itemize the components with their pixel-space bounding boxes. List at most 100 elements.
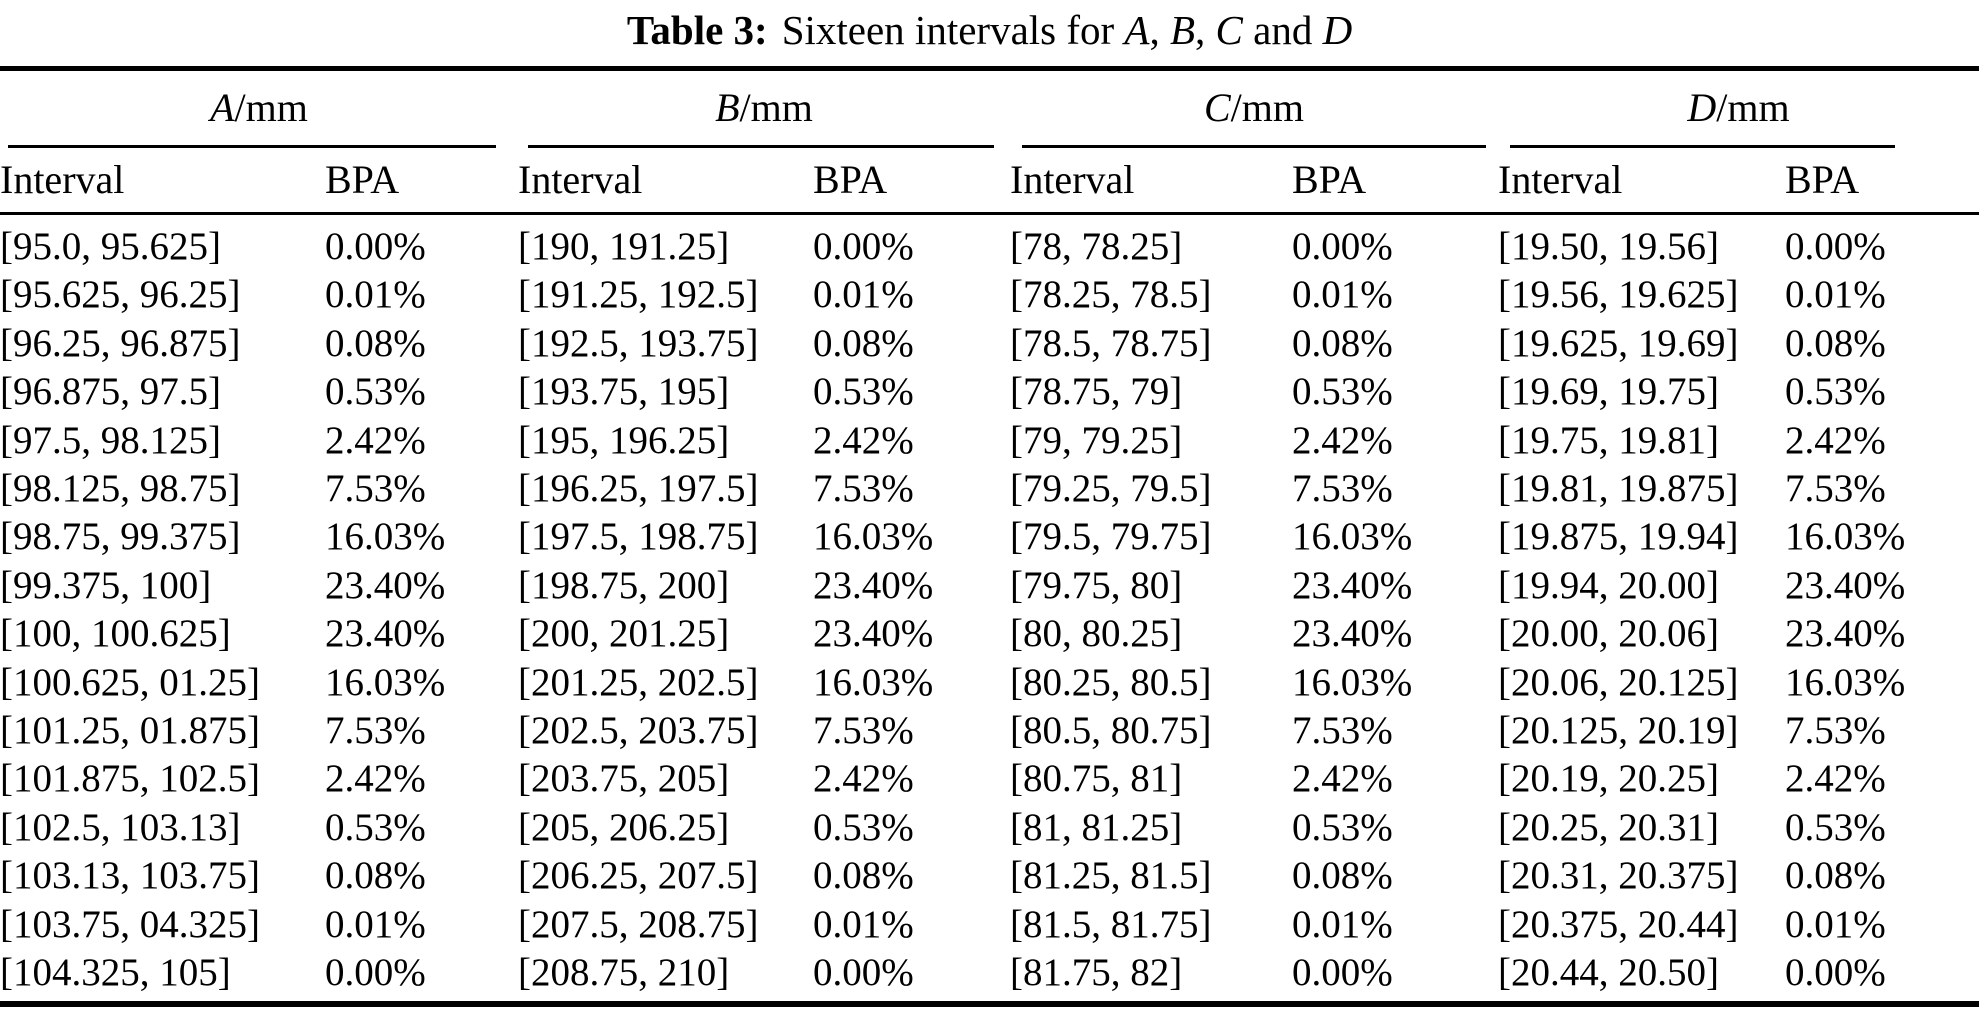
group-unit-d: /mm <box>1716 85 1790 130</box>
bpa-cell: 0.08% <box>1292 321 1393 365</box>
bpa-cell: 0.08% <box>1785 854 1886 898</box>
bpa-cell: 2.42% <box>1785 757 1886 801</box>
bpa-cell: 0.53% <box>813 370 914 414</box>
interval-cell: [20.44, 20.50] <box>1498 951 1719 995</box>
interval-cell: [20.375, 20.44] <box>1498 902 1739 946</box>
col-header-bpa-c: BPA <box>1292 157 1367 202</box>
interval-cell: [97.5, 98.125] <box>0 418 221 462</box>
col-header-interval-c: Interval <box>1010 157 1135 202</box>
group-label-c: C/mm <box>1010 85 1498 131</box>
bpa-cell: 16.03% <box>325 660 446 704</box>
interval-cell: [20.19, 20.25] <box>1498 757 1719 801</box>
group-unit-c: /mm <box>1230 85 1305 130</box>
group-rule-b <box>528 145 994 148</box>
bpa-cell: 2.42% <box>813 757 914 801</box>
interval-cell: [81.75, 82] <box>1010 951 1183 995</box>
interval-cell: [81.5, 81.75] <box>1010 902 1212 946</box>
interval-cell: [195, 196.25] <box>518 418 730 462</box>
interval-cell: [79.25, 79.5] <box>1010 467 1212 511</box>
interval-cell: [95.625, 96.25] <box>0 273 241 317</box>
bpa-cell: 23.40% <box>1785 563 1906 607</box>
bpa-cell: 23.40% <box>325 563 446 607</box>
interval-cell: [197.5, 198.75] <box>518 515 759 559</box>
bpa-cell: 7.53% <box>813 709 914 753</box>
interval-cell: [19.56, 19.625] <box>1498 273 1739 317</box>
interval-cell: [190, 191.25] <box>518 225 730 268</box>
caption-text: Sixteen intervals for <box>781 7 1125 53</box>
col-header-bpa-a: BPA <box>325 157 400 202</box>
bpa-cell: 0.00% <box>1292 225 1393 268</box>
interval-cell: [20.06, 20.125] <box>1498 660 1739 704</box>
interval-cell: [19.625, 19.69] <box>1498 321 1739 365</box>
interval-cell: [20.31, 20.375] <box>1498 854 1739 898</box>
bpa-cell: 7.53% <box>1292 709 1393 753</box>
bpa-cell: 0.00% <box>1292 951 1393 995</box>
bpa-cell: 0.53% <box>1292 370 1393 414</box>
group-letter-c: C <box>1203 85 1231 130</box>
interval-cell: [99.375, 100] <box>0 563 212 607</box>
bpa-cell: 16.03% <box>813 515 934 559</box>
bpa-cell: 2.42% <box>325 418 426 462</box>
caption-var-b: B <box>1169 7 1196 53</box>
col-header-bpa-d: BPA <box>1785 157 1860 202</box>
intervals-table: A/mm B/mm C/mm D/mm Interval BPA Interva… <box>0 71 1979 998</box>
bpa-cell: 2.42% <box>813 418 914 462</box>
caption-var-c: C <box>1215 7 1243 53</box>
interval-cell: [207.5, 208.75] <box>518 902 759 946</box>
bpa-cell: 2.42% <box>325 757 426 801</box>
caption-sep-2: , <box>1195 7 1216 53</box>
interval-cell: [19.875, 19.94] <box>1498 515 1739 559</box>
caption-sep-3: and <box>1242 7 1323 53</box>
interval-cell: [19.75, 19.81] <box>1498 418 1719 462</box>
table-caption: Table 3: Sixteen intervals for A, B, C an… <box>0 0 1979 66</box>
interval-cell: [19.94, 20.00] <box>1498 563 1719 607</box>
bpa-cell: 0.01% <box>813 902 914 946</box>
interval-cell: [79, 79.25] <box>1010 418 1183 462</box>
interval-cell: [103.13, 103.75] <box>0 854 260 898</box>
interval-cell: [78, 78.25] <box>1010 225 1183 268</box>
group-rule-a <box>8 145 496 148</box>
bpa-cell: 23.40% <box>325 612 446 656</box>
bpa-cell: 0.00% <box>1785 225 1886 268</box>
bpa-cell: 0.08% <box>325 854 426 898</box>
interval-cell: [19.81, 19.875] <box>1498 467 1739 511</box>
table-top-rule <box>0 66 1979 71</box>
caption-var-a: A <box>1124 7 1150 53</box>
interval-cell: [96.875, 97.5] <box>0 370 221 414</box>
group-letter-b: B <box>715 85 740 130</box>
bpa-cell: 0.00% <box>813 951 914 995</box>
bpa-cell: 7.53% <box>1785 467 1886 511</box>
interval-cell: [95.0, 95.625] <box>0 225 221 268</box>
bpa-cell: 0.08% <box>813 321 914 365</box>
group-unit-a: /mm <box>234 85 308 130</box>
bpa-cell: 0.01% <box>325 902 426 946</box>
bpa-cell: 0.53% <box>325 805 426 849</box>
interval-cell: [192.5, 193.75] <box>518 321 759 365</box>
group-unit-b: /mm <box>739 85 813 130</box>
interval-cell: [193.75, 195] <box>518 370 730 414</box>
interval-cell: [96.25, 96.875] <box>0 321 241 365</box>
interval-cell: [98.75, 99.375] <box>0 515 241 559</box>
bpa-cell: 23.40% <box>1292 612 1413 656</box>
bpa-cell: 0.00% <box>1785 951 1886 995</box>
table-mid-rule <box>0 212 1979 215</box>
interval-cell: [198.75, 200] <box>518 563 730 607</box>
bpa-cell: 2.42% <box>1292 418 1393 462</box>
bpa-cell: 0.01% <box>1785 273 1886 317</box>
bpa-cell: 0.53% <box>325 370 426 414</box>
bpa-cell: 16.03% <box>1785 660 1906 704</box>
caption-label: Table 3: <box>626 7 768 53</box>
bpa-cell: 0.53% <box>1785 805 1886 849</box>
interval-cell: [80, 80.25] <box>1010 612 1183 656</box>
group-header-b: B/mm <box>518 71 1010 148</box>
interval-cell: [103.75, 04.325] <box>0 902 260 946</box>
bpa-cell: 2.42% <box>1785 418 1886 462</box>
group-label-a: A/mm <box>0 85 518 131</box>
bpa-cell: 0.53% <box>1785 370 1886 414</box>
interval-cell: [78.25, 78.5] <box>1010 273 1212 317</box>
bpa-cell: 7.53% <box>1292 467 1393 511</box>
interval-cell: [20.00, 20.06] <box>1498 612 1719 656</box>
bpa-cell: 0.53% <box>813 805 914 849</box>
interval-cell: [205, 206.25] <box>518 805 730 849</box>
